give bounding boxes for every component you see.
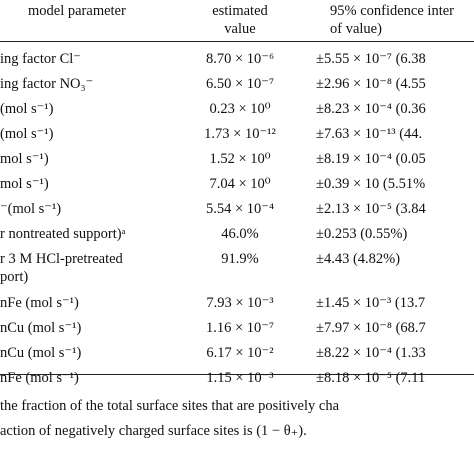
table-cell: 46.0% [221,226,259,242]
table-cell: ing factor Cl⁻ [0,51,81,67]
footnote: action of negatively charged surface sit… [0,423,307,439]
table-cell: 7.93 × 10⁻³ [206,295,274,311]
table-cell: nCu (mol s⁻¹) [0,320,82,336]
table-cell: nCu (mol s⁻¹) [0,345,82,361]
table-cell: r 3 M HCl-pretreated port) [0,251,123,285]
table-cell: ±5.55 × 10⁻⁷ (6.38 [316,51,426,67]
table-cell: ing factor NO₃⁻ [0,76,94,92]
table-cell: ±0.253 (0.55%) [316,226,408,242]
header-cell: 95% confidence inter of value) [330,3,455,37]
table-cell: ±8.23 × 10⁻⁴ (0.36 [316,101,426,117]
table-cell: ±7.63 × 10⁻¹³ (44. [316,126,423,142]
table-cell: 1.15 × 10⁻³ [206,370,274,386]
table-cell: 6.17 × 10⁻² [206,345,274,361]
header-rule [0,41,474,42]
bottom-rule [0,374,474,375]
table-cell: ±8.18 × 10⁻⁵ (7.11 [316,370,426,386]
header-cell: model parameter [28,3,126,19]
table-cell: 8.70 × 10⁻⁶ [205,51,274,67]
table-cell: ±7.97 × 10⁻⁸ (68.7 [316,320,426,336]
table-cell: 6.50 × 10⁻⁷ [205,76,274,92]
table-cell: r nontreated support)ᵃ [0,226,126,242]
table-cell: 1.73 × 10⁻¹² [204,126,276,142]
table-cell: ±8.19 × 10⁻⁴ (0.05 [316,151,426,167]
table-cell: (mol s⁻¹) [0,126,54,142]
table-cell: nFe (mol s⁻¹) [0,370,79,386]
table-cell: ±0.39 × 10 (5.51% [316,176,426,192]
table-cell: 0.23 × 10⁰ [209,101,271,117]
table-cell: ±8.22 × 10⁻⁴ (1.33 [316,345,426,361]
table-cell: ±2.13 × 10⁻⁵ (3.84 [316,201,426,217]
table-cell: 1.52 × 10⁰ [209,151,271,167]
table-cell: ±4.43 (4.82%) [316,251,401,267]
table-cell: ±2.96 × 10⁻⁸ (4.55 [316,76,426,92]
table-cell: 91.9% [221,251,259,267]
table-cell: ±1.45 × 10⁻³ (13.7 [316,295,426,311]
table-cell: 5.54 × 10⁻⁴ [205,201,274,217]
table-cell: ⁻(mol s⁻¹) [0,201,62,217]
header-cell: estimated value [212,3,268,37]
table-cell: mol s⁻¹) [0,176,49,192]
table-cell: 1.16 × 10⁻⁷ [205,320,274,336]
table-cell: mol s⁻¹) [0,151,49,167]
table-cell: nFe (mol s⁻¹) [0,295,79,311]
footnote: the fraction of the total surface sites … [0,398,340,414]
table-cell: 7.04 × 10⁰ [209,176,271,192]
table-cell: (mol s⁻¹) [0,101,54,117]
